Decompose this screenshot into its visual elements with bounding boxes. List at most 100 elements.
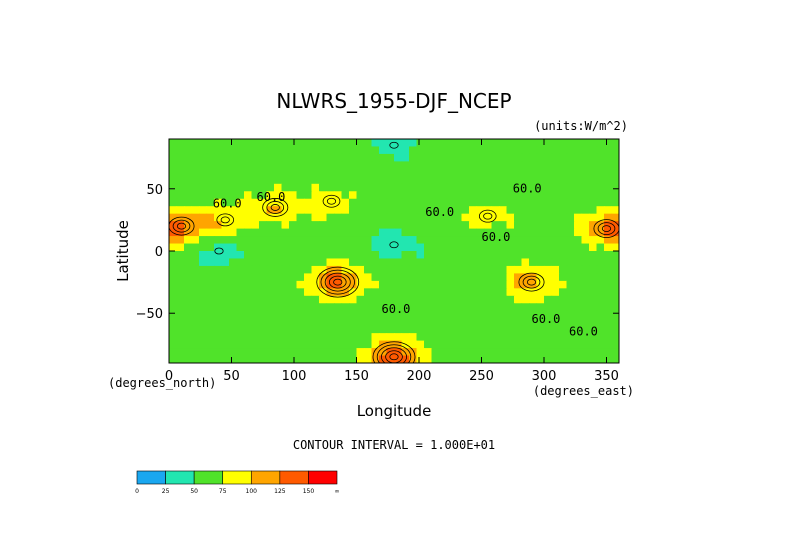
field-cell [326, 333, 335, 342]
field-cell [574, 176, 583, 185]
field-cell [334, 355, 343, 363]
field-cell [266, 340, 275, 349]
field-cell [611, 168, 619, 177]
field-cell [199, 198, 208, 207]
field-cell [484, 310, 493, 319]
field-cell [319, 295, 328, 304]
field-cell [566, 355, 575, 363]
field-cell [386, 251, 395, 260]
field-cell [416, 228, 425, 237]
field-cell [326, 251, 335, 260]
field-cell [611, 243, 619, 252]
field-cell [506, 191, 515, 200]
field-cell [536, 243, 545, 252]
field-cell [529, 295, 538, 304]
field-cell [244, 355, 253, 363]
field-cell [491, 191, 500, 200]
field-cell [326, 168, 335, 177]
field-cell [514, 198, 523, 207]
field-cell [244, 206, 253, 215]
field-cell [259, 221, 268, 230]
field-cell [176, 139, 185, 148]
field-cell [386, 153, 395, 162]
field-cell [229, 251, 238, 260]
field-cell [311, 139, 320, 148]
field-cell [191, 333, 200, 342]
field-cell [544, 280, 553, 289]
y-unit-label: (degrees_north) [108, 376, 216, 390]
field-cell [371, 153, 380, 162]
field-cell [184, 221, 193, 230]
field-cell [604, 139, 613, 148]
field-cell [251, 251, 260, 260]
field-cell [229, 236, 238, 245]
colorbar-tick-label: 25 [162, 488, 170, 495]
field-cell [199, 325, 208, 334]
field-cell [589, 273, 598, 282]
field-cell [416, 318, 425, 327]
field-cell [229, 206, 238, 215]
field-cell [371, 295, 380, 304]
field-cell [206, 183, 215, 192]
field-cell [236, 183, 245, 192]
field-cell [401, 265, 410, 274]
field-cell [551, 288, 560, 297]
field-cell [499, 139, 508, 148]
field-cell [311, 355, 320, 363]
field-cell [424, 213, 433, 222]
field-cell [296, 161, 305, 170]
field-cell [244, 213, 253, 222]
field-cell [221, 295, 230, 304]
field-cell [236, 243, 245, 252]
field-cell [446, 161, 455, 170]
field-cell [289, 325, 298, 334]
field-cell [334, 206, 343, 215]
field-cell [506, 153, 515, 162]
field-cell [581, 213, 590, 222]
field-cell [409, 183, 418, 192]
field-cell [521, 318, 530, 327]
field-cell [371, 213, 380, 222]
field-cell [574, 325, 583, 334]
field-cell [169, 213, 178, 222]
field-cell [581, 310, 590, 319]
field-cell [551, 176, 560, 185]
field-cell [559, 340, 568, 349]
field-cell [454, 348, 463, 357]
field-cell [596, 213, 605, 222]
field-cell [566, 176, 575, 185]
field-cell [611, 348, 619, 357]
field-cell [169, 348, 178, 357]
field-cell [304, 236, 313, 245]
field-cell [319, 258, 328, 267]
field-cell [401, 325, 410, 334]
field-cell [274, 161, 283, 170]
field-cell [349, 221, 358, 230]
field-cell [281, 303, 290, 312]
field-cell [581, 183, 590, 192]
field-cell [281, 325, 290, 334]
field-cell [244, 333, 253, 342]
field-cell [424, 228, 433, 237]
field-cell [311, 221, 320, 230]
field-cell [206, 333, 215, 342]
field-cell [229, 139, 238, 148]
field-cell [341, 161, 350, 170]
field-cell [169, 139, 178, 148]
field-cell [611, 139, 619, 148]
field-cell [334, 236, 343, 245]
field-cell [244, 198, 253, 207]
field-cell [514, 168, 523, 177]
field-cell [221, 198, 230, 207]
field-cell [499, 348, 508, 357]
field-cell [236, 139, 245, 148]
colorbar-tick-label: 0 [135, 488, 139, 495]
field-cell [349, 295, 358, 304]
field-cell [491, 265, 500, 274]
field-cell [206, 251, 215, 260]
field-cell [326, 355, 335, 363]
field-cell [439, 333, 448, 342]
field-cell [341, 198, 350, 207]
field-cell [589, 206, 598, 215]
